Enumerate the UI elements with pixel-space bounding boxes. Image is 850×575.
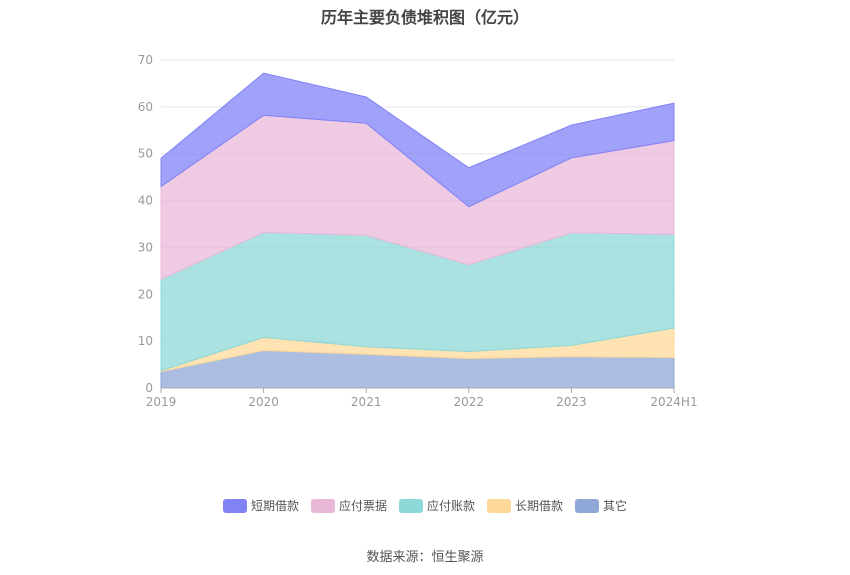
- x-tick-label: 2019: [146, 395, 177, 409]
- area-短期借款: [160, 72, 675, 208]
- x-tick-label: 2020: [248, 395, 279, 409]
- legend-swatch: [222, 498, 247, 513]
- legend-swatch: [575, 498, 600, 513]
- legend-item[interactable]: 其它: [575, 497, 627, 514]
- legend-item[interactable]: 长期借款: [487, 497, 563, 514]
- legend-label: 短期借款: [250, 499, 299, 513]
- legend-label: 应付票据: [338, 499, 387, 513]
- y-tick-label: 50: [138, 147, 153, 161]
- x-tick-label: 2024H1: [650, 395, 697, 409]
- y-tick-label: 60: [138, 100, 153, 114]
- y-tick-label: 70: [138, 53, 153, 67]
- legend-label: 其它: [603, 499, 628, 513]
- y-tick-label: 20: [138, 287, 153, 301]
- axes: 0 10 20 30 40 50 60 70 2019 2020 2021 2022 2023 2024H…: [138, 53, 698, 409]
- legend-item[interactable]: 应付票据: [310, 497, 387, 514]
- legend-label: 应付账款: [426, 499, 475, 513]
- legend: 短期借款 应付票据 应付账款 长期借款 其它: [0, 497, 850, 514]
- legend-swatch: [398, 498, 423, 513]
- y-tick-label: 40: [138, 194, 153, 208]
- x-tick-label: 2023: [556, 395, 587, 409]
- y-tick-label: 10: [138, 334, 153, 348]
- legend-item[interactable]: 应付账款: [398, 497, 475, 514]
- legend-swatch: [310, 498, 335, 513]
- legend-swatch: [487, 498, 511, 513]
- stacked-areas: [160, 72, 675, 389]
- chart-title: 历年主要负债堆积图（亿元）: [320, 8, 529, 27]
- x-tick-label: 2022: [454, 395, 485, 409]
- source-text: 数据来源：恒生聚源: [366, 550, 484, 565]
- x-tick-label: 2021: [351, 395, 382, 409]
- legend-label: 长期借款: [515, 499, 564, 513]
- legend-item[interactable]: 短期借款: [222, 497, 299, 514]
- y-tick-label: 0: [145, 381, 153, 395]
- y-tick-label: 30: [138, 240, 153, 254]
